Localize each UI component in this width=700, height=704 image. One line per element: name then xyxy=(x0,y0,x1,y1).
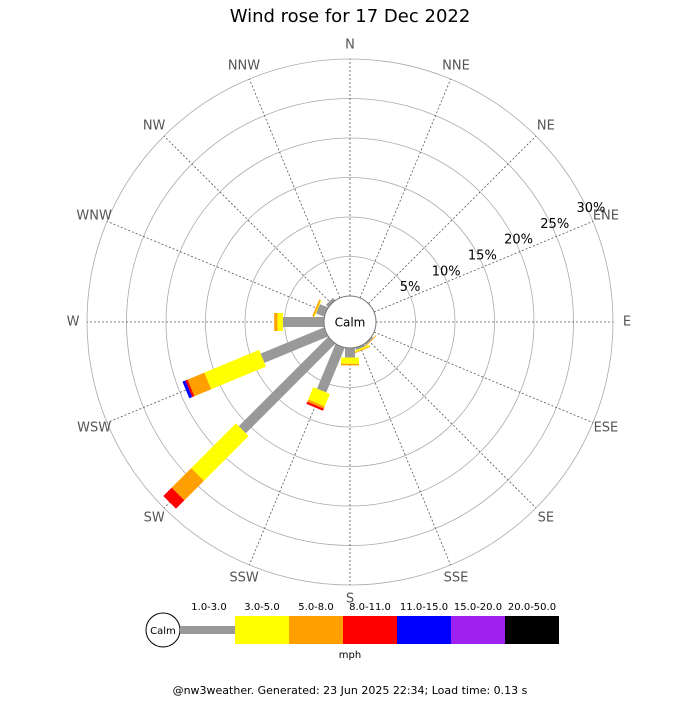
legend-label: 3.0-5.0 xyxy=(244,602,279,613)
bar-segment xyxy=(185,379,195,398)
calm-circle xyxy=(323,295,377,349)
direction-label: WSW xyxy=(77,421,111,436)
ring-label: 30% xyxy=(576,201,605,216)
legend-label: 8.0-11.0 xyxy=(349,602,391,613)
bar-segment xyxy=(341,363,359,366)
bar-segment xyxy=(171,468,204,501)
spoke xyxy=(248,345,341,566)
bar-segment xyxy=(187,372,212,397)
direction-label: SSW xyxy=(229,570,259,585)
bar-segment xyxy=(191,423,249,481)
ring-label: 5% xyxy=(400,280,421,295)
bar-segment xyxy=(345,348,355,358)
bar-segment xyxy=(260,327,328,363)
legend-swatch xyxy=(235,616,289,644)
bar-segment xyxy=(204,349,266,390)
legend-swatch xyxy=(505,616,559,644)
spoke xyxy=(106,220,327,313)
bar-segment xyxy=(363,335,377,349)
bar-segment xyxy=(308,387,330,407)
direction-label: N xyxy=(345,38,355,53)
bar-segment xyxy=(163,487,185,509)
legend-swatch xyxy=(397,616,451,644)
direction-label: E xyxy=(623,315,631,330)
calm-label: Calm xyxy=(335,316,366,330)
direction-label: SW xyxy=(144,510,165,525)
direction-label: SE xyxy=(538,510,554,525)
legend: Calm mph 1.0-3.0 3.0-5.0 5.0-8.0 8.0-11.0 11… xyxy=(145,602,559,661)
spoke xyxy=(163,135,332,304)
ring xyxy=(205,177,495,467)
bar-segment xyxy=(353,346,371,354)
direction-label: SSE xyxy=(444,570,469,585)
bars xyxy=(163,297,377,509)
spoke xyxy=(248,78,341,299)
bar-segment xyxy=(341,357,359,364)
direction-label: NNW xyxy=(228,59,260,74)
ring-label: 10% xyxy=(432,264,461,279)
legend-swatch xyxy=(289,616,343,644)
bar-segment xyxy=(306,401,324,411)
legend-label: 1.0-3.0 xyxy=(191,602,226,613)
direction-label: WNW xyxy=(76,208,112,223)
chart-title: Wind rose for 17 Dec 2022 xyxy=(230,6,471,27)
bar-segment xyxy=(282,317,324,327)
direction-label: W xyxy=(67,315,80,330)
bar-segment xyxy=(352,344,370,354)
ring xyxy=(244,216,456,428)
ring-label: 15% xyxy=(468,249,497,264)
ring-label: 25% xyxy=(540,217,569,232)
spoke xyxy=(359,78,452,299)
bar-segment xyxy=(355,344,366,351)
legend-label: 20.0-50.0 xyxy=(508,602,556,613)
ring-label: 20% xyxy=(504,233,533,248)
direction-label: ESE xyxy=(594,421,619,436)
direction-label: ENE xyxy=(593,208,619,223)
bar-segment xyxy=(312,299,321,317)
bar-segment xyxy=(182,380,193,399)
legend-swatch xyxy=(343,616,397,644)
spoke xyxy=(373,220,594,313)
legend-calm: Calm xyxy=(150,626,176,637)
spoke xyxy=(368,135,537,304)
legend-unit: mph xyxy=(339,650,361,661)
spoke xyxy=(373,331,594,424)
bar-segment xyxy=(313,300,322,318)
spoke xyxy=(368,340,537,509)
legend-label: 5.0-8.0 xyxy=(298,602,333,613)
legend-label: 11.0-15.0 xyxy=(400,602,448,613)
bar-segment xyxy=(238,336,336,434)
direction-label: NW xyxy=(143,119,166,134)
footer: @nw3weather. Generated: 23 Jun 2025 22:3… xyxy=(173,684,528,697)
spoke xyxy=(106,331,327,424)
direction-label: NNE xyxy=(442,59,470,74)
direction-label: NE xyxy=(537,119,555,134)
grid: N NNE NE ENE E ESE SE SSE S SSW SW WSW W WNW NW NNW 5% 10… xyxy=(67,38,632,607)
legend-label: 15.0-20.0 xyxy=(454,602,502,613)
bar-segment xyxy=(316,344,345,393)
spoke xyxy=(359,345,452,566)
bar-segment xyxy=(364,336,374,346)
bar-segment xyxy=(325,297,336,308)
bar-segment xyxy=(307,399,325,409)
bar-segment xyxy=(274,313,278,331)
direction-label: S xyxy=(346,592,354,607)
legend-swatch xyxy=(180,626,235,634)
bar-segment xyxy=(277,313,283,331)
legend-swatch xyxy=(451,616,505,644)
